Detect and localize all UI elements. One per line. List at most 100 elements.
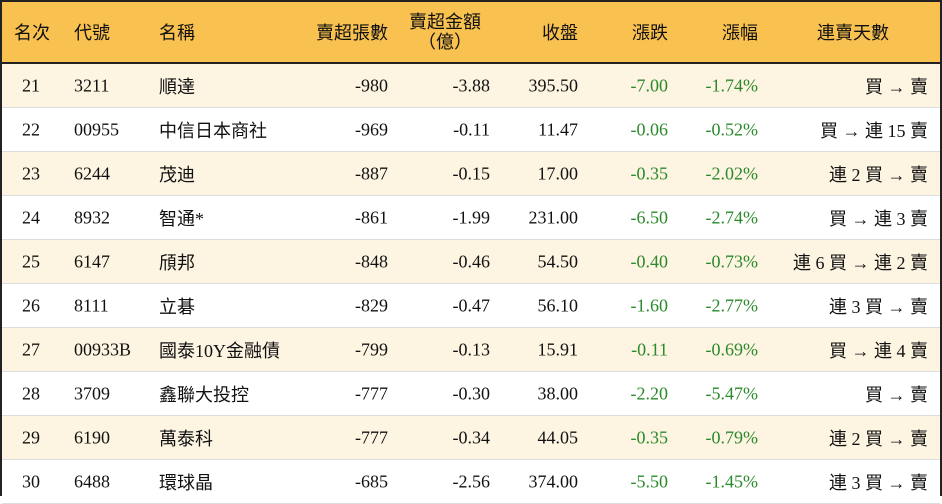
table-row: 25 6147 頎邦 -848 -0.46 54.50 -0.40 -0.73% 連 6 買 →… [2,240,940,284]
cell-rank: 24 [22,207,40,227]
table-row: 21 3211 順達 -980 -3.88 395.50 -7.00 -1.74% 買 → 賣 [2,64,940,108]
cell-name[interactable]: 鑫聯大投控 [159,384,249,405]
cell-change: -1.60 [630,295,669,315]
cell-change: -0.35 [630,163,669,183]
cell-shares: -887 [355,163,388,183]
header-code: 代號 [74,23,110,43]
cell-pct: -2.77% [705,295,759,315]
cell-code[interactable]: 6488 [74,471,110,491]
header-amount: 賣超金額 （億） [400,12,490,52]
cell-close: 44.05 [537,427,579,447]
cell-close: 54.50 [537,251,579,271]
header-rank: 名次 [14,23,50,43]
table-row: 26 8111 立碁 -829 -0.47 56.10 -1.60 -2.77% 連 3 買 →… [2,284,940,328]
cell-pct: -2.74% [705,207,759,227]
cell-code[interactable]: 8932 [74,207,110,227]
cell-shares: -799 [355,339,388,359]
cell-close: 395.50 [528,75,579,95]
cell-rank: 22 [22,119,40,139]
cell-amount: -3.88 [452,75,491,95]
header-pct: 漲幅 [722,23,758,43]
cell-change: -6.50 [630,207,669,227]
cell-name[interactable]: 環球晶 [159,472,213,493]
cell-shares: -777 [355,383,388,403]
cell-pct: -1.45% [705,471,759,491]
cell-name[interactable]: 智通* [159,208,204,229]
cell-pct: -0.73% [705,251,759,271]
cell-streak: 連 3 買 → 賣 [829,472,928,493]
table-row: 29 6190 萬泰科 -777 -0.34 44.05 -0.35 -0.79% 連 2 買 … [2,416,940,460]
cell-rank: 21 [22,75,40,95]
cell-name[interactable]: 立碁 [159,296,195,317]
cell-streak: 連 2 買 → 賣 [829,428,928,449]
cell-pct: -5.47% [705,383,759,403]
cell-code[interactable]: 6147 [74,251,110,271]
cell-shares: -685 [355,471,388,491]
cell-close: 231.00 [528,207,579,227]
cell-streak: 買 → 連 4 賣 [829,340,928,361]
table-header: 名次 代號 名稱 賣超張數 賣超金額 （億） 收盤 漲跌 漲幅 連賣天數 [2,2,940,64]
header-name: 名稱 [159,23,195,43]
cell-shares: -969 [355,119,388,139]
cell-streak: 連 6 買 → 連 2 賣 [793,252,928,273]
cell-code[interactable]: 6244 [74,163,110,183]
table-row: 28 3709 鑫聯大投控 -777 -0.30 38.00 -2.20 -5.47% 買 → … [2,372,940,416]
cell-streak: 買 → 賣 [865,384,928,405]
cell-amount: -0.11 [453,119,490,139]
cell-streak: 連 3 買 → 賣 [829,296,928,317]
cell-name[interactable]: 順達 [159,76,195,97]
cell-change: -5.50 [630,471,669,491]
table-row: 22 00955 中信日本商社 -969 -0.11 11.47 -0.06 -0.52% 買 … [2,108,940,152]
cell-streak: 買 → 連 15 賣 [820,120,928,141]
cell-streak: 買 → 賣 [865,76,928,97]
cell-amount: -1.99 [452,207,491,227]
cell-shares: -980 [355,75,388,95]
header-shares: 賣超張數 [316,23,388,43]
cell-close: 374.00 [528,471,579,491]
cell-streak: 連 2 買 → 賣 [829,164,928,185]
cell-code[interactable]: 6190 [74,427,110,447]
cell-code[interactable]: 3211 [74,75,110,95]
cell-name[interactable]: 國泰10Y金融債 [159,340,280,361]
cell-name[interactable]: 茂迪 [159,164,195,185]
cell-rank: 27 [22,339,40,359]
cell-change: -0.35 [630,427,669,447]
cell-code[interactable]: 8111 [74,295,109,315]
header-amount-label: 賣超金額 [409,12,481,32]
table-row: 23 6244 茂迪 -887 -0.15 17.00 -0.35 -2.02% 連 2 買 →… [2,152,940,196]
cell-code[interactable]: 00933B [74,339,132,359]
cell-change: -0.06 [630,119,669,139]
cell-pct: -2.02% [705,163,759,183]
cell-change: -2.20 [630,383,669,403]
cell-close: 11.47 [538,119,578,139]
cell-name[interactable]: 萬泰科 [159,428,213,449]
header-streak: 連賣天數 [817,23,889,43]
cell-close: 17.00 [537,163,579,183]
cell-change: -0.11 [631,339,668,359]
cell-rank: 26 [22,295,40,315]
header-change: 漲跌 [632,23,668,43]
cell-shares: -861 [355,207,388,227]
cell-rank: 30 [22,471,40,491]
cell-streak: 買 → 連 3 賣 [829,208,928,229]
cell-amount: -2.56 [452,471,491,491]
cell-pct: -0.79% [705,427,759,447]
cell-pct: -0.69% [705,339,759,359]
cell-name[interactable]: 頎邦 [159,252,195,273]
table-row: 27 00933B 國泰10Y金融債 -799 -0.13 15.91 -0.11 -0.69… [2,328,940,372]
table-row: 24 8932 智通* -861 -1.99 231.00 -6.50 -2.74% 買 → 連… [2,196,940,240]
cell-name[interactable]: 中信日本商社 [159,120,267,141]
cell-shares: -777 [355,427,388,447]
cell-amount: -0.47 [452,295,491,315]
cell-code[interactable]: 3709 [74,383,110,403]
cell-rank: 23 [22,163,40,183]
cell-amount: -0.34 [452,427,491,447]
cell-rank: 28 [22,383,40,403]
cell-close: 38.00 [537,383,579,403]
cell-code[interactable]: 00955 [74,119,119,139]
table-row: 30 6488 環球晶 -685 -2.56 374.00 -5.50 -1.45% 連 3 買… [2,460,940,504]
cell-amount: -0.13 [452,339,491,359]
cell-amount: -0.30 [452,383,491,403]
